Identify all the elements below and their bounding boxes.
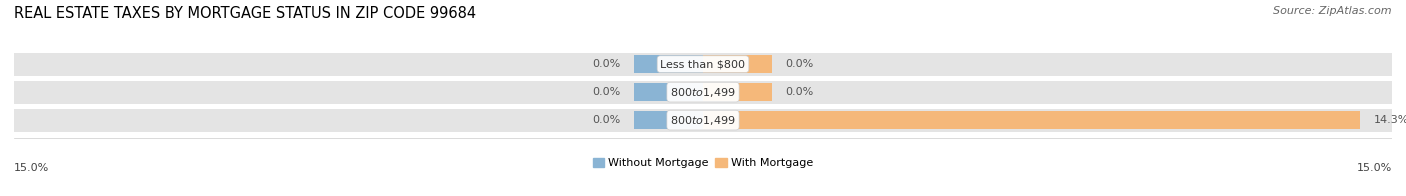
Legend: Without Mortgage, With Mortgage: Without Mortgage, With Mortgage: [588, 154, 818, 173]
Bar: [703, 83, 772, 101]
Text: 0.0%: 0.0%: [592, 115, 620, 125]
Text: 0.0%: 0.0%: [786, 87, 814, 97]
Text: REAL ESTATE TAXES BY MORTGAGE STATUS IN ZIP CODE 99684: REAL ESTATE TAXES BY MORTGAGE STATUS IN …: [14, 6, 477, 21]
Text: 0.0%: 0.0%: [592, 59, 620, 69]
Text: $800 to $1,499: $800 to $1,499: [671, 114, 735, 127]
Text: 0.0%: 0.0%: [592, 87, 620, 97]
Text: 15.0%: 15.0%: [1357, 163, 1392, 173]
Bar: [634, 112, 703, 129]
Text: 14.3%: 14.3%: [1374, 115, 1406, 125]
Text: 15.0%: 15.0%: [14, 163, 49, 173]
Text: 0.0%: 0.0%: [786, 59, 814, 69]
Bar: [703, 112, 1360, 129]
Text: Source: ZipAtlas.com: Source: ZipAtlas.com: [1274, 6, 1392, 16]
Bar: [14, 53, 1392, 76]
Bar: [703, 55, 772, 73]
Bar: [14, 109, 1392, 132]
Bar: [14, 81, 1392, 104]
Text: $800 to $1,499: $800 to $1,499: [671, 86, 735, 99]
Bar: [634, 83, 703, 101]
Bar: [634, 55, 703, 73]
Text: Less than $800: Less than $800: [661, 59, 745, 69]
